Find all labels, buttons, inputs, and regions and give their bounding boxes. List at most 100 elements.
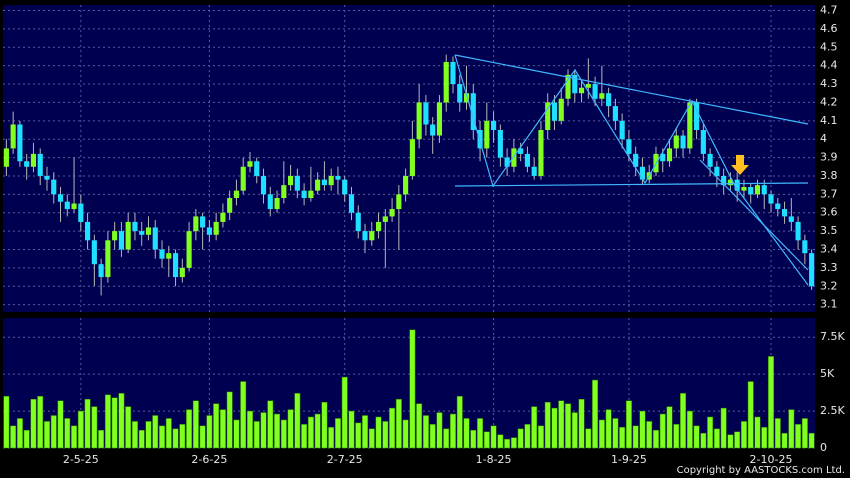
candle-body bbox=[660, 153, 666, 162]
volume-bar bbox=[37, 396, 44, 449]
candle-body bbox=[599, 93, 605, 99]
y-tick-label: 7.5K bbox=[820, 330, 845, 343]
candle-body bbox=[321, 179, 327, 186]
candle-body bbox=[288, 175, 294, 186]
candle-body bbox=[139, 231, 145, 235]
y-tick-label: 2.5K bbox=[820, 404, 845, 417]
volume-bar bbox=[3, 396, 10, 449]
volume-bar bbox=[213, 403, 220, 449]
candle-body bbox=[213, 221, 219, 235]
volume-bar bbox=[348, 410, 355, 449]
candle-body bbox=[741, 186, 747, 191]
volume-bar bbox=[280, 419, 287, 449]
volume-bar bbox=[30, 399, 37, 449]
volume-bar bbox=[666, 406, 673, 449]
candle-body bbox=[233, 190, 240, 199]
candle-body bbox=[315, 179, 321, 191]
candle-body bbox=[3, 148, 9, 167]
volume-bar bbox=[544, 401, 551, 449]
x-tick-label: 1-9-25 bbox=[611, 453, 647, 466]
y-tick-label: 4 bbox=[820, 132, 827, 145]
volume-bar bbox=[395, 399, 402, 449]
candle-body bbox=[403, 175, 409, 195]
volume-bar bbox=[429, 424, 436, 449]
volume-bar bbox=[10, 425, 17, 449]
candle-body bbox=[301, 190, 307, 199]
volume-bar bbox=[172, 428, 179, 449]
volume-bar bbox=[111, 397, 118, 449]
volume-bar bbox=[199, 425, 206, 449]
candle-body bbox=[558, 98, 564, 121]
volume-bar bbox=[64, 418, 71, 449]
volume-bar bbox=[145, 421, 152, 449]
volume-bar bbox=[747, 381, 754, 449]
volume-bar bbox=[287, 409, 294, 449]
volume-bar bbox=[179, 424, 186, 449]
candle-body bbox=[694, 102, 700, 131]
volume-bar bbox=[274, 413, 281, 449]
candle-body bbox=[423, 102, 429, 125]
trend-lines bbox=[454, 54, 809, 286]
candle-body bbox=[504, 157, 510, 167]
candle-body bbox=[700, 130, 706, 154]
volume-bar bbox=[795, 424, 802, 449]
candle-body bbox=[91, 240, 97, 265]
volume-bar bbox=[497, 434, 504, 449]
y-tick-label: 3.7 bbox=[820, 187, 838, 200]
volume-bar bbox=[612, 418, 619, 449]
volume-bar bbox=[646, 421, 653, 449]
volume-bar bbox=[801, 418, 808, 449]
candle-body bbox=[443, 61, 449, 103]
candle-body bbox=[592, 84, 598, 99]
volume-bar bbox=[450, 413, 456, 449]
candle-body bbox=[369, 231, 375, 241]
candle-body bbox=[748, 186, 754, 195]
candle-body bbox=[626, 139, 632, 154]
volume-bar bbox=[551, 407, 558, 449]
candle-body bbox=[436, 102, 443, 136]
volume-bar bbox=[23, 430, 30, 449]
candle-body bbox=[85, 221, 91, 241]
candle-body bbox=[267, 194, 273, 210]
candle-body bbox=[355, 212, 361, 232]
candle-body bbox=[274, 198, 280, 210]
candle-body bbox=[734, 179, 740, 191]
volume-bar bbox=[57, 400, 64, 449]
candle-body bbox=[409, 139, 415, 176]
candle-body bbox=[37, 153, 43, 176]
candle-body bbox=[328, 175, 334, 186]
candle-body bbox=[71, 203, 77, 210]
candle-body bbox=[721, 175, 727, 186]
candle-body bbox=[125, 221, 131, 250]
y-tick-label: 4.6 bbox=[820, 22, 838, 35]
y-tick-label: 3.6 bbox=[820, 206, 838, 219]
volume-bar bbox=[463, 418, 470, 449]
candle-body bbox=[64, 201, 70, 210]
volume-bar bbox=[71, 425, 78, 449]
volume-bar bbox=[436, 412, 443, 449]
copyright: Copyright by AASTOCKS.com Ltd. bbox=[677, 465, 845, 476]
volume-bar bbox=[355, 422, 362, 449]
candle-body bbox=[531, 166, 537, 176]
candle-body bbox=[484, 120, 490, 149]
volume-bar bbox=[531, 406, 538, 449]
candle-body bbox=[775, 203, 781, 210]
volume-bar bbox=[470, 430, 477, 449]
volume-bar bbox=[524, 424, 531, 449]
candle-body bbox=[416, 102, 422, 140]
volume-bar bbox=[632, 425, 639, 449]
candle-body bbox=[24, 161, 30, 167]
candle-body bbox=[788, 216, 794, 222]
candle-body bbox=[335, 175, 341, 180]
candle-body bbox=[186, 231, 192, 268]
volume-bar bbox=[659, 413, 666, 449]
candle-body bbox=[606, 93, 612, 107]
volume-bar bbox=[159, 425, 165, 449]
volume-bar bbox=[328, 427, 335, 449]
candle-body bbox=[585, 84, 591, 88]
candle-body bbox=[281, 185, 287, 199]
candle-body bbox=[457, 84, 463, 103]
candle-body bbox=[707, 153, 713, 167]
volume-bar bbox=[788, 409, 795, 449]
